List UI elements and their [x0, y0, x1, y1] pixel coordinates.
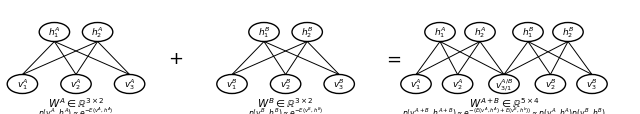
- Ellipse shape: [270, 75, 301, 94]
- Ellipse shape: [292, 23, 323, 42]
- Text: $v_3^A$: $v_3^A$: [124, 77, 136, 92]
- Text: $v_3^B$: $v_3^B$: [586, 77, 598, 92]
- Text: $W^B \in \mathbb{R}^{3\times 2}$: $W^B \in \mathbb{R}^{3\times 2}$: [257, 96, 314, 109]
- Ellipse shape: [7, 75, 38, 94]
- Ellipse shape: [401, 75, 431, 94]
- Ellipse shape: [553, 23, 583, 42]
- Ellipse shape: [249, 23, 279, 42]
- Text: $v_2^A$: $v_2^A$: [452, 77, 463, 92]
- Text: $+$: $+$: [168, 50, 184, 67]
- Text: $h_2^A$: $h_2^A$: [474, 25, 486, 40]
- Text: $h_2^A$: $h_2^A$: [92, 25, 104, 40]
- Text: $h_1^B$: $h_1^B$: [258, 25, 270, 40]
- Text: $v_1^B$: $v_1^B$: [226, 77, 238, 92]
- Text: $p(v^{A+B},h^{A+B}) \propto e^{-(E(v^A,h^A)+E(v^B,h^b))} \propto p(v^A,h^A)p(v^B: $p(v^{A+B},h^{A+B}) \propto e^{-(E(v^A,h…: [402, 104, 606, 114]
- Text: $v_1^A$: $v_1^A$: [410, 77, 422, 92]
- Ellipse shape: [489, 75, 519, 94]
- Text: $W^A \in \mathbb{R}^{3\times 2}$: $W^A \in \mathbb{R}^{3\times 2}$: [48, 96, 104, 109]
- Text: $h_1^A$: $h_1^A$: [434, 25, 446, 40]
- Ellipse shape: [535, 75, 566, 94]
- Ellipse shape: [425, 23, 455, 42]
- Ellipse shape: [217, 75, 247, 94]
- Text: $v_2^B$: $v_2^B$: [280, 77, 291, 92]
- Ellipse shape: [324, 75, 355, 94]
- Text: $W^{A+B} \in \mathbb{R}^{5\times 4}$: $W^{A+B} \in \mathbb{R}^{5\times 4}$: [468, 96, 540, 109]
- Text: $p(v^A,h^A) \propto e^{-E(v^A,h^A)}$: $p(v^A,h^A) \propto e^{-E(v^A,h^A)}$: [38, 104, 114, 114]
- Text: $h_1^B$: $h_1^B$: [522, 25, 534, 40]
- Ellipse shape: [442, 75, 473, 94]
- Ellipse shape: [83, 23, 113, 42]
- Ellipse shape: [115, 75, 145, 94]
- Text: $p(v^B,h^B) \propto e^{-E(v^B,h^B)}$: $p(v^B,h^B) \propto e^{-E(v^B,h^B)}$: [248, 104, 323, 114]
- Text: $v_2^A$: $v_2^A$: [70, 77, 82, 92]
- Ellipse shape: [513, 23, 543, 42]
- Text: $v_2^B$: $v_2^B$: [545, 77, 556, 92]
- Text: $h_1^A$: $h_1^A$: [48, 25, 61, 40]
- Text: $h_2^B$: $h_2^B$: [562, 25, 574, 40]
- Text: $v_3^B$: $v_3^B$: [333, 77, 345, 92]
- Ellipse shape: [577, 75, 607, 94]
- Text: $v_1^A$: $v_1^A$: [17, 77, 28, 92]
- Text: $=$: $=$: [383, 50, 401, 67]
- Ellipse shape: [465, 23, 495, 42]
- Text: $v_{3/1}^{A/B}$: $v_{3/1}^{A/B}$: [495, 76, 513, 92]
- Text: $h_2^B$: $h_2^B$: [301, 25, 314, 40]
- Ellipse shape: [61, 75, 92, 94]
- Ellipse shape: [39, 23, 70, 42]
